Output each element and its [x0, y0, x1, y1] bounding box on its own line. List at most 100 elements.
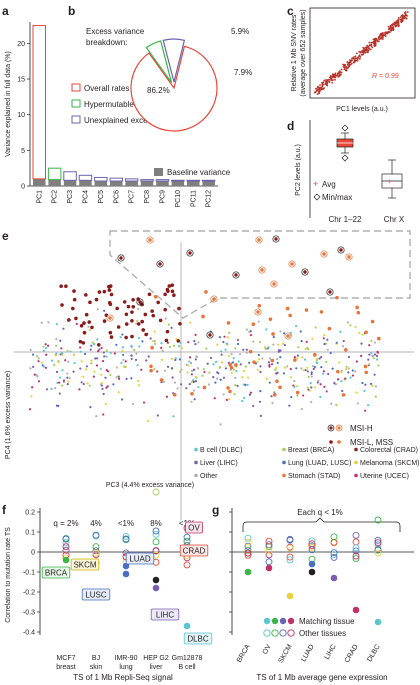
- f-category-line1: BJ: [92, 655, 100, 662]
- e-point: [310, 372, 313, 376]
- e-point: [166, 341, 169, 344]
- e-point: [138, 345, 141, 348]
- e-point: [340, 369, 343, 372]
- f-category-line1: Gm12878: [172, 655, 203, 662]
- e-point: [61, 384, 64, 387]
- c-point: [339, 73, 342, 76]
- c-point: [402, 17, 405, 20]
- a-bar-hypermutable: [47, 167, 62, 181]
- e-point: [371, 384, 374, 387]
- e-point: [86, 382, 89, 385]
- e-point: [30, 395, 33, 398]
- e-point-crad: [167, 284, 172, 288]
- e-point: [96, 308, 99, 311]
- e-point: [306, 386, 309, 389]
- e-point: [234, 347, 237, 350]
- f-q-label: <1%: [118, 519, 134, 528]
- e-point-stad: [153, 295, 158, 299]
- e-msi-h-ring: [117, 254, 125, 262]
- e-point-crad: [67, 318, 71, 322]
- e-point-crad: [72, 297, 77, 302]
- e-point: [247, 376, 250, 379]
- e-legend-label: Stomach (STAD): [288, 473, 340, 480]
- f-tag-lihc: [150, 608, 180, 621]
- pie-label-red: 86.2%: [147, 86, 170, 95]
- c-point: [370, 41, 373, 44]
- e-point: [259, 365, 262, 368]
- e-point-stad: [344, 348, 348, 352]
- c-point: [321, 84, 324, 86]
- e-point: [276, 357, 279, 361]
- g-category-label: CRAD: [344, 644, 360, 665]
- e-point: [82, 382, 85, 386]
- a-bar-unexplained: [140, 179, 154, 182]
- e-point: [300, 367, 303, 370]
- e-point-crad: [164, 338, 169, 343]
- e-point-crad: [131, 304, 136, 309]
- e-point: [313, 365, 316, 369]
- c-point: [322, 88, 325, 91]
- e-msi-h-point: [188, 251, 192, 255]
- e-point: [163, 369, 167, 372]
- e-point: [121, 349, 124, 352]
- e-point: [135, 352, 138, 355]
- e-point: [225, 342, 228, 345]
- e-point-crad: [166, 289, 170, 293]
- e-point: [237, 360, 240, 363]
- e-point: [245, 348, 248, 351]
- g-point-other: [330, 549, 338, 557]
- g-categories: BRCA OV SKCM LUAD LIHC CRAD DLBC: [236, 643, 382, 664]
- c-point: [315, 89, 318, 92]
- e-point: [192, 380, 195, 383]
- e-point: [83, 352, 87, 356]
- e-point: [64, 359, 67, 362]
- e-point-stad: [252, 360, 256, 364]
- c-point: [349, 59, 351, 61]
- e-point: [270, 395, 273, 398]
- e-legend-label: Other: [200, 473, 218, 480]
- f-tag-label-brca: BRCA: [45, 569, 68, 578]
- e-legend-label: Uterine (UCEC): [360, 473, 409, 480]
- e-point: [100, 373, 103, 376]
- g-point-other: [244, 534, 252, 542]
- a-y-tick-label: 15: [17, 77, 25, 84]
- e-y-label: PC4 (1.6% excess variance): [5, 371, 12, 459]
- e-point: [153, 368, 156, 371]
- e-point: [72, 353, 75, 356]
- e-point: [311, 337, 314, 340]
- c-point: [397, 22, 400, 25]
- e-msi-l-ring: [258, 266, 266, 274]
- c-point: [387, 25, 390, 28]
- a-bar-overall: [32, 25, 46, 180]
- panel-e: e PC4 (1.6% excess variance) PC3 (4.4% e…: [2, 229, 420, 520]
- e-point: [189, 361, 193, 365]
- e-point: [309, 382, 312, 385]
- e-point: [100, 346, 103, 350]
- e-point: [170, 326, 173, 330]
- panel-g: g Each q < 1% BRCA OV SKCM LUAD LIHC CRAD DLBC…: [212, 503, 414, 682]
- a-bar-baseline: [202, 181, 215, 186]
- f-category-line2: breast: [56, 664, 76, 671]
- c-point: [370, 44, 373, 47]
- f-point-other: [122, 535, 130, 543]
- a-bar-unexplained: [155, 179, 170, 182]
- e-point: [193, 398, 196, 401]
- g-point-matching: [308, 560, 316, 568]
- a-y-ticks: 0 5 10 15 20: [17, 41, 30, 191]
- c-point: [406, 15, 408, 17]
- e-point: [233, 393, 236, 396]
- e-point: [349, 376, 352, 379]
- e-point: [115, 343, 118, 346]
- c-point: [384, 35, 387, 38]
- e-point: [50, 387, 53, 390]
- c-point: [331, 79, 334, 82]
- f-point-other: [92, 531, 100, 539]
- e-legend-dot: [194, 460, 198, 465]
- e-point-crad: [130, 319, 134, 323]
- e-point: [274, 366, 278, 370]
- c-point: [318, 92, 321, 95]
- e-point: [172, 344, 176, 347]
- e-point: [109, 373, 112, 377]
- e-point-stad: [364, 330, 368, 335]
- c-point: [336, 74, 339, 77]
